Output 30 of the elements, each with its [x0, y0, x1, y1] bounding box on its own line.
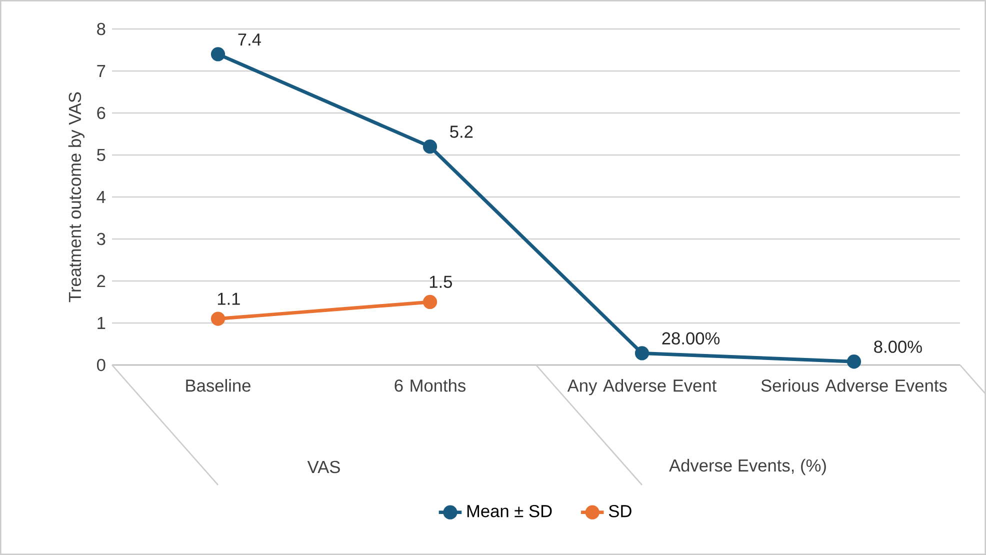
point [634, 346, 650, 360]
data-label: 7.4 [238, 34, 261, 46]
y-tick-label: 8 [97, 22, 106, 36]
y-tick-label: 7 [97, 65, 106, 77]
y-tick-label: 5 [97, 148, 106, 162]
x-tick-label: Any Adverse Event [567, 379, 717, 396]
data-label: 8.00% [874, 340, 922, 353]
y-axis-title: Treatment outcome by VAS [68, 92, 84, 302]
legend-label: SD [608, 504, 632, 518]
point [210, 312, 226, 326]
data-label: 28.00% [662, 332, 720, 345]
data-label: 5.2 [450, 126, 473, 138]
point [422, 294, 438, 310]
point [422, 140, 438, 154]
point [846, 354, 862, 369]
legend-label: Mean ± SD [467, 504, 552, 518]
y-tick-label: 4 [96, 191, 106, 203]
x-tick-label: 6 Months [394, 379, 466, 392]
data-label: 1.5 [430, 276, 452, 288]
data-label: 1.1 [218, 292, 240, 305]
y-tick-label: 3 [96, 232, 106, 246]
y-tick-label: 1 [98, 317, 106, 329]
text: VAS [307, 460, 340, 474]
x-tick-label: Baseline [186, 379, 250, 392]
point [210, 47, 226, 62]
y-tick-label: 0 [96, 358, 106, 372]
text: Adverse Events, (%) [669, 458, 826, 476]
y-tick-label: 2 [97, 274, 106, 288]
x-tick-label: Serious Adverse Events [761, 379, 947, 392]
y-tick-label: 6 [97, 106, 106, 120]
